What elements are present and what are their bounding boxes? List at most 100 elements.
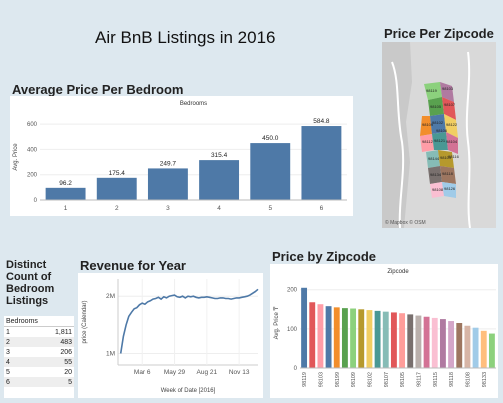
y-axis-label: Avg. Price ₸ bbox=[274, 306, 280, 339]
bar[interactable] bbox=[250, 143, 291, 200]
bar[interactable] bbox=[431, 317, 438, 368]
bar[interactable] bbox=[147, 168, 188, 200]
revenue-line[interactable] bbox=[119, 288, 259, 354]
bar[interactable] bbox=[472, 327, 479, 368]
bar[interactable] bbox=[480, 330, 487, 368]
x-tick-label: 98102 bbox=[367, 372, 373, 387]
avg-price-chart[interactable]: Bedrooms Avg. Price 0 200 400 600 96.2 1 175.4 2 2… bbox=[10, 96, 353, 216]
y-tick-label: 200 bbox=[27, 173, 38, 179]
table-row[interactable]: 3 206 bbox=[4, 347, 74, 357]
bar[interactable] bbox=[439, 319, 446, 368]
revenue-chart[interactable]: price (Calendar) 1M 2M Mar 6 May 29 Aug 21 Nov… bbox=[78, 273, 263, 398]
avg-price-chart-panel[interactable]: Bedrooms Avg. Price 0 200 400 600 96.2 1 175.4 2 2… bbox=[10, 96, 353, 216]
bar[interactable] bbox=[333, 307, 340, 368]
bar[interactable] bbox=[423, 316, 430, 368]
bed-count-title-line: Count of bbox=[6, 271, 52, 283]
bar[interactable] bbox=[407, 314, 414, 368]
zip-map-title: Price Per Zipcode bbox=[384, 26, 494, 41]
bedrooms-cell: 4 bbox=[4, 357, 24, 367]
y-tick-label: 0 bbox=[294, 366, 298, 372]
bedrooms-cell: 2 bbox=[4, 337, 24, 347]
map-attribution[interactable]: © Mapbox © OSM bbox=[385, 219, 426, 226]
zip-label: 98121 bbox=[434, 138, 446, 143]
bar[interactable] bbox=[374, 310, 381, 368]
bar-value-label: 315.4 bbox=[211, 152, 228, 159]
bar[interactable] bbox=[390, 312, 397, 368]
price-zip-chart[interactable]: Zipcode Avg. Price ₸ 0 100 200 98119 98103 9819… bbox=[270, 264, 498, 398]
x-tick-label: 5 bbox=[268, 205, 272, 212]
y-axis-label: price (Calendar) bbox=[82, 300, 88, 343]
bedrooms-cell: 3 bbox=[6, 348, 10, 356]
avg-price-title: Average Price Per Bedroom bbox=[12, 82, 184, 97]
y-tick-label: 600 bbox=[27, 122, 38, 128]
x-tick-label: 6 bbox=[320, 205, 324, 212]
bar[interactable] bbox=[488, 333, 495, 368]
zip-label: 98104 bbox=[446, 139, 458, 144]
bar[interactable] bbox=[317, 304, 324, 368]
bed-count-header: Bedrooms bbox=[4, 316, 74, 327]
bar[interactable] bbox=[399, 313, 406, 368]
bar[interactable] bbox=[309, 302, 316, 368]
count-cell: 483 bbox=[23, 337, 74, 347]
count-cell: 1,811 bbox=[55, 328, 72, 336]
zip-map-panel[interactable]: 98119 98103 98105 98107 98109 98102 98122 98112… bbox=[382, 42, 496, 228]
bedrooms-cell: 1 bbox=[6, 328, 10, 336]
avg-price-header: Bedrooms bbox=[180, 101, 207, 107]
x-tick-label: May 29 bbox=[164, 369, 186, 376]
bar[interactable] bbox=[301, 287, 308, 368]
y-tick-label: 2M bbox=[106, 293, 115, 300]
y-tick-label: 400 bbox=[27, 147, 38, 153]
bar[interactable] bbox=[415, 315, 422, 368]
bar[interactable] bbox=[199, 160, 240, 200]
dashboard-title: Air BnB Listings in 2016 bbox=[95, 28, 276, 47]
price-zip-title: Price by Zipcode bbox=[272, 249, 377, 264]
bar[interactable] bbox=[350, 308, 357, 368]
bar[interactable] bbox=[325, 306, 332, 368]
bed-count-title-line: Listings bbox=[6, 295, 49, 307]
bar[interactable] bbox=[96, 177, 137, 200]
y-tick-label: 1M bbox=[106, 351, 115, 358]
bar[interactable] bbox=[456, 323, 463, 368]
zip-label: 98134 bbox=[430, 172, 442, 177]
zip-label: 98106 bbox=[436, 128, 448, 133]
table-row[interactable]: 1 1,811 bbox=[4, 327, 74, 338]
y-tick-label: 0 bbox=[34, 198, 38, 204]
bed-count-title-line: Distinct bbox=[6, 259, 47, 271]
bar-value-label: 249.7 bbox=[160, 160, 177, 167]
bar[interactable] bbox=[301, 126, 342, 200]
price-zip-header: Zipcode bbox=[387, 269, 409, 275]
table-row[interactable]: 4 55 bbox=[4, 357, 74, 367]
zip-label: 98126 bbox=[444, 186, 456, 191]
zip-label: 98105 bbox=[430, 104, 442, 109]
zip-label: 98107 bbox=[444, 102, 456, 107]
bar[interactable] bbox=[358, 309, 365, 368]
x-tick-label: 1 bbox=[64, 205, 68, 212]
x-tick-label: 3 bbox=[166, 205, 170, 212]
y-tick-label: 100 bbox=[287, 327, 298, 333]
bar[interactable] bbox=[448, 321, 455, 368]
bed-count-title: Distinct Count of Bedroom Listings bbox=[6, 259, 72, 307]
price-zip-chart-panel[interactable]: Zipcode Avg. Price ₸ 0 100 200 98119 98103 9819… bbox=[270, 264, 498, 398]
x-tick-label: 98117 bbox=[416, 372, 422, 387]
bar[interactable] bbox=[366, 310, 373, 368]
x-tick-label: 98118 bbox=[449, 372, 455, 387]
zip-label: 98116 bbox=[448, 154, 460, 159]
x-tick-label: 98103 bbox=[318, 372, 324, 387]
table-row[interactable]: 5 20 bbox=[4, 367, 74, 377]
zip-label: 98103 bbox=[442, 86, 454, 91]
zip-label: 98118 bbox=[442, 171, 454, 176]
bar[interactable] bbox=[464, 325, 471, 368]
zip-regions[interactable] bbox=[420, 82, 458, 198]
bar[interactable] bbox=[382, 311, 389, 368]
bar[interactable] bbox=[45, 187, 86, 200]
count-cell: 5 bbox=[23, 377, 74, 387]
table-row[interactable]: 2 483 bbox=[4, 337, 74, 347]
x-tick-label: 4 bbox=[217, 205, 221, 212]
revenue-chart-panel[interactable]: price (Calendar) 1M 2M Mar 6 May 29 Aug 21 Nov… bbox=[78, 273, 263, 398]
x-tick-label: Aug 21 bbox=[197, 369, 218, 376]
bar[interactable] bbox=[341, 308, 348, 368]
